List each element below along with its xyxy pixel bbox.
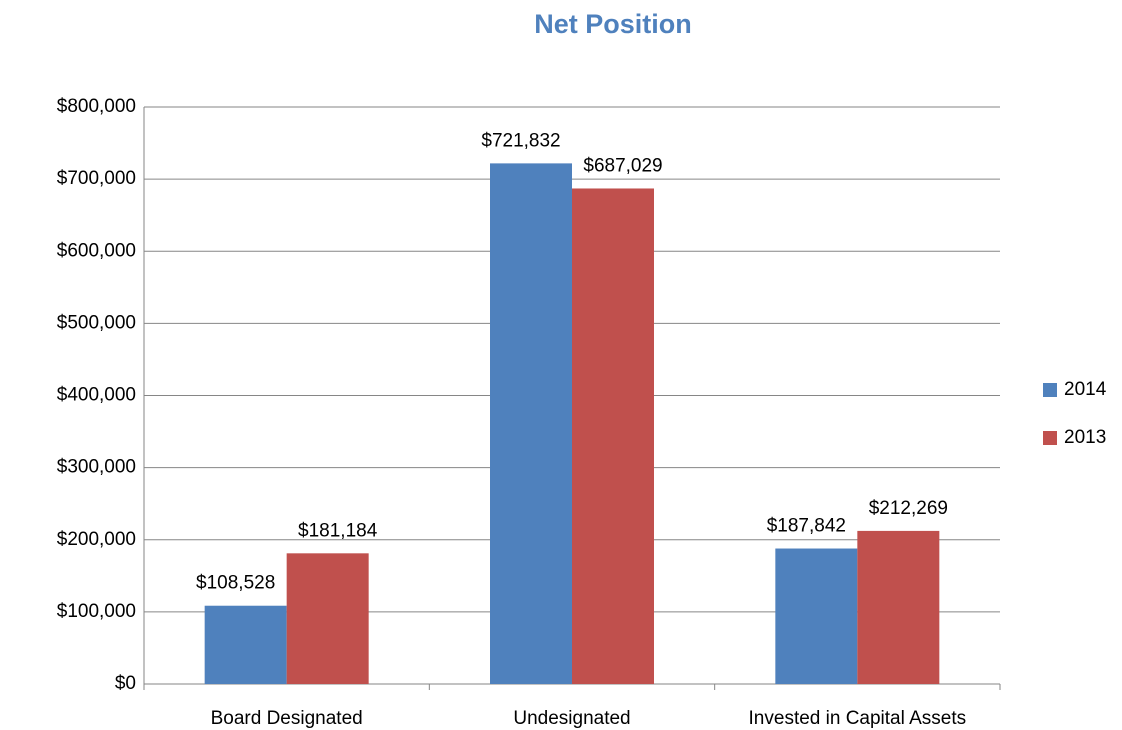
y-tick-label: $100,000	[57, 601, 136, 622]
chart-title: Net Position	[534, 9, 692, 39]
data-label: $212,269	[869, 498, 948, 519]
y-tick-label: $800,000	[57, 96, 136, 117]
y-tick-label: $600,000	[57, 240, 136, 261]
bar	[204, 605, 287, 684]
x-tick-label: Invested in Capital Assets	[749, 708, 967, 729]
y-tick-label: $700,000	[57, 168, 136, 189]
y-tick-label: $300,000	[57, 457, 136, 478]
y-tick-label: $500,000	[57, 312, 136, 333]
y-tick-label: $400,000	[57, 385, 136, 406]
bar	[286, 553, 369, 684]
data-label: $108,528	[196, 573, 275, 594]
legend-swatch	[1043, 383, 1057, 397]
y-tick-label: $200,000	[57, 529, 136, 550]
data-label: $187,842	[767, 516, 846, 537]
y-tick-label: $0	[115, 673, 136, 694]
legend-label: 2013	[1064, 427, 1106, 448]
data-label: $687,029	[583, 155, 662, 176]
x-tick-label: Board Designated	[211, 708, 363, 729]
legend-swatch	[1043, 431, 1057, 445]
bar	[572, 188, 654, 684]
x-tick-label: Undesignated	[513, 708, 630, 729]
data-label: $181,184	[298, 520, 378, 541]
data-label: $721,832	[481, 130, 560, 151]
bar	[857, 530, 940, 684]
bar	[775, 548, 858, 684]
legend-label: 2014	[1064, 379, 1107, 400]
bar	[490, 163, 572, 685]
